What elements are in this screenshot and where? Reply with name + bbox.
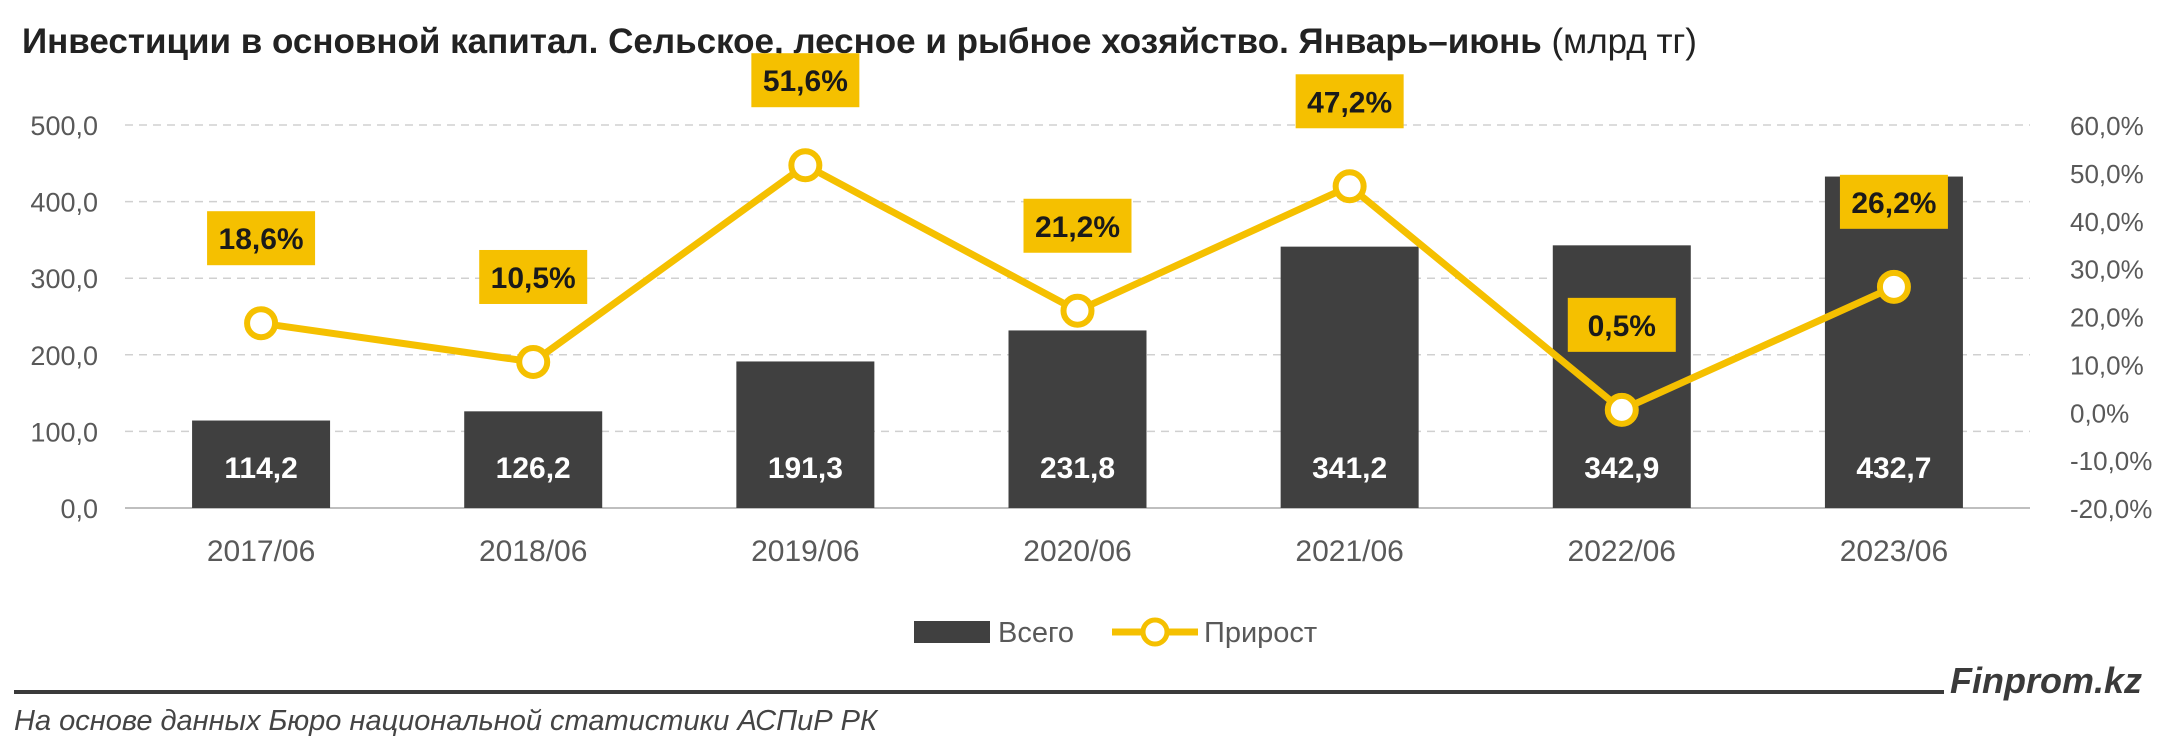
x-tick-label: 2019/06 <box>751 535 859 568</box>
y-right-tick-label: 20,0% <box>2070 303 2144 333</box>
x-tick-label: 2023/06 <box>1840 535 1948 568</box>
growth-value-label: 51,6% <box>763 65 848 98</box>
legend-swatch-marker <box>1140 617 1170 647</box>
y-right-tick-label: 40,0% <box>2070 207 2144 237</box>
bar <box>736 361 875 508</box>
growth-marker <box>1604 392 1639 427</box>
y-left-tick-label: 400,0 <box>30 188 98 218</box>
y-left-tick-label: 0,0 <box>60 494 98 524</box>
y-right-tick-label: 10,0% <box>2070 350 2144 380</box>
growth-marker <box>1060 293 1095 328</box>
growth-marker <box>244 306 279 341</box>
y-left-tick-label: 300,0 <box>30 264 98 294</box>
y-left-tick-label: 200,0 <box>30 341 98 371</box>
bar-value-label: 231,8 <box>1040 452 1115 485</box>
x-tick-label: 2022/06 <box>1568 535 1676 568</box>
bar-value-label: 341,2 <box>1312 452 1387 485</box>
growth-label-box <box>479 249 588 304</box>
growth-value-label: 0,5% <box>1588 310 1656 343</box>
bar-value-label: 432,7 <box>1856 452 1931 485</box>
y-right-tick-label: 0,0% <box>2070 398 2129 428</box>
x-tick-label: 2021/06 <box>1295 535 1403 568</box>
growth-marker <box>1876 269 1911 304</box>
footer-divider <box>14 690 1944 694</box>
x-tick-label: 2020/06 <box>1023 535 1131 568</box>
growth-label-box <box>1567 297 1676 352</box>
bar <box>1552 245 1691 508</box>
growth-value-label: 18,6% <box>219 223 304 256</box>
growth-label-box <box>207 211 316 266</box>
growth-label-box <box>1023 198 1132 253</box>
growth-label-box <box>751 53 860 108</box>
x-tick-label: 2017/06 <box>207 535 315 568</box>
legend-label-line: Прирост <box>1204 617 1317 649</box>
bar <box>1280 246 1419 508</box>
growth-value-label: 10,5% <box>491 262 576 295</box>
bar <box>1824 176 1963 508</box>
growth-label-box <box>1295 74 1404 129</box>
y-right-tick-label: -20,0% <box>2070 494 2152 524</box>
bar <box>1008 330 1147 508</box>
growth-marker <box>1332 169 1367 204</box>
growth-label-box <box>1839 174 1948 229</box>
y-right-tick-label: 60,0% <box>2070 111 2144 141</box>
bar-value-label: 342,9 <box>1584 452 1659 485</box>
bar-value-label: 114,2 <box>224 452 297 485</box>
y-left-tick-label: 500,0 <box>30 111 98 141</box>
y-right-tick-label: 30,0% <box>2070 255 2144 285</box>
growth-value-label: 47,2% <box>1307 86 1392 119</box>
source-note: На основе данных Бюро национальной стати… <box>14 705 878 737</box>
chart: 0,0 100,0 200,0 300,0 400,0 500,0 -20,0% -10,0%… <box>30 53 2152 649</box>
chart-title-unit: (млрд тг) <box>1551 22 1697 61</box>
growth-marker <box>788 148 823 183</box>
legend-swatch-bars <box>914 621 990 643</box>
bar <box>192 420 331 508</box>
y-right-tick-label: -10,0% <box>2070 446 2152 476</box>
legend-label-bars: Всего <box>998 617 1074 649</box>
brand-logo: Finprom.kz <box>1949 660 2142 701</box>
growth-value-label: 26,2% <box>1851 187 1936 220</box>
bar <box>464 411 603 508</box>
growth-marker <box>516 344 551 379</box>
bar-value-label: 126,2 <box>496 452 571 485</box>
bar-value-label: 191,3 <box>768 452 843 485</box>
growth-value-label: 21,2% <box>1035 211 1120 244</box>
x-tick-label: 2018/06 <box>479 535 587 568</box>
y-right-tick-label: 50,0% <box>2070 159 2144 189</box>
y-left-tick-label: 100,0 <box>30 417 98 447</box>
